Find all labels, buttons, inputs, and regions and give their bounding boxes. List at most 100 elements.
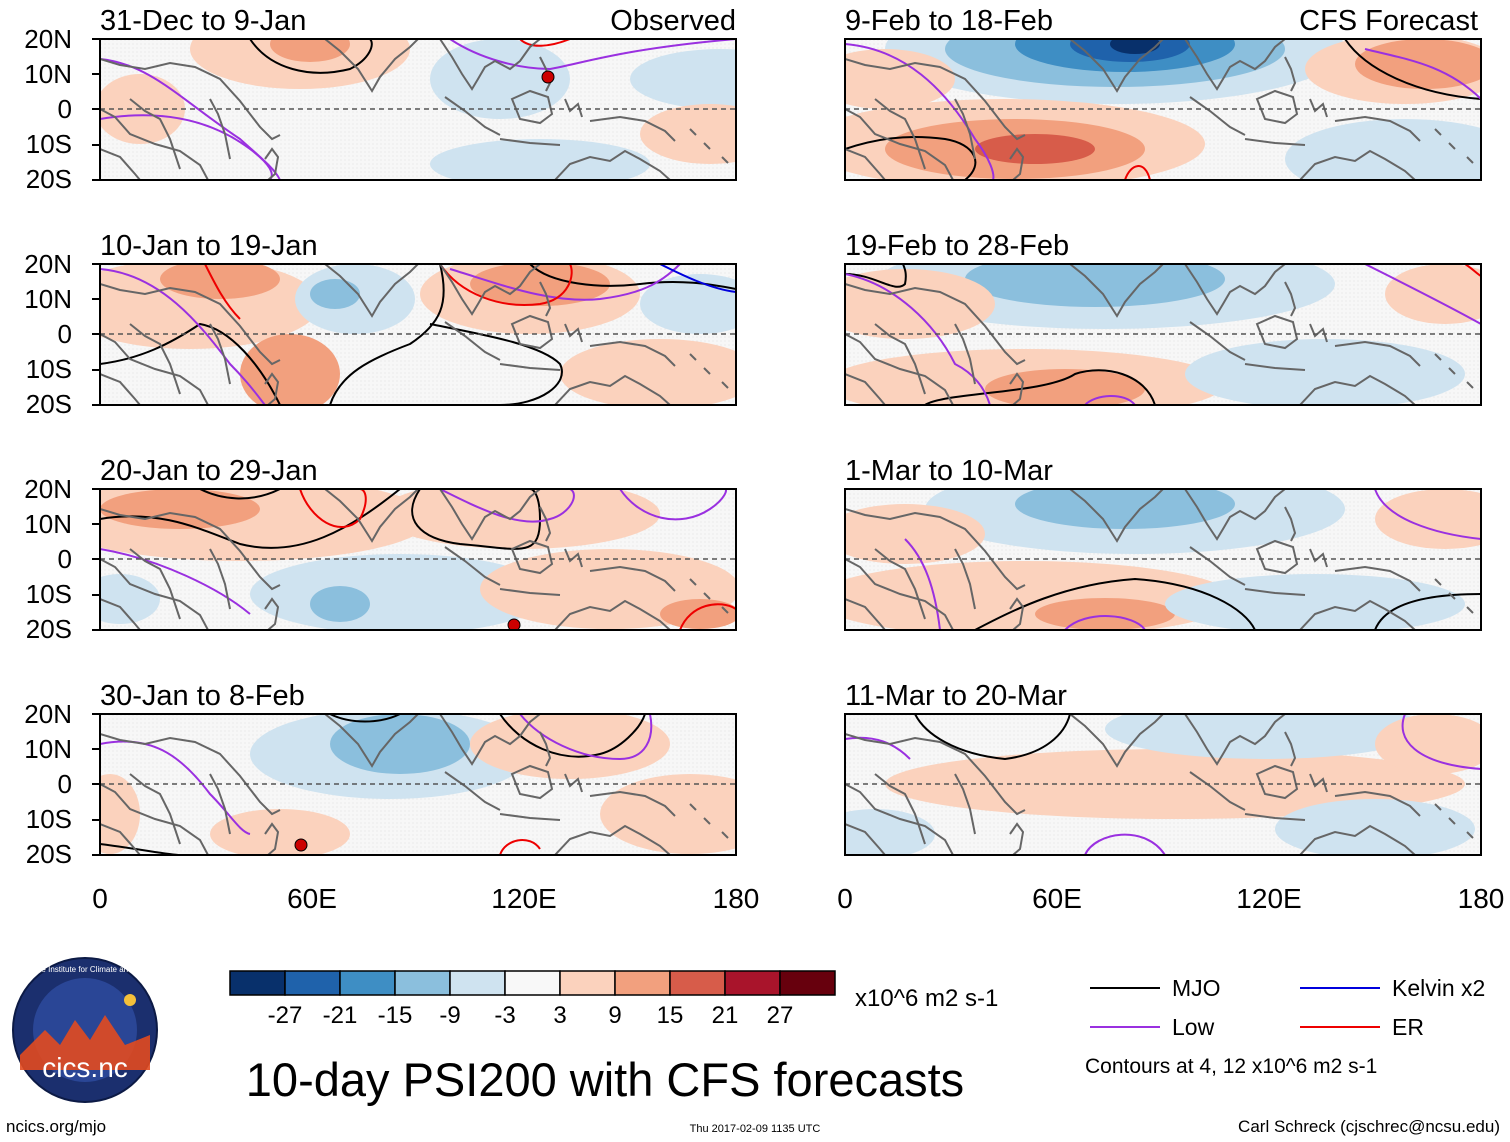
lon-tick: 0 (92, 883, 108, 914)
panel-observed-4 (99, 713, 737, 856)
low-contour (1364, 264, 1481, 325)
colorbar-swatch (724, 970, 781, 996)
lon-tick: 120E (1236, 883, 1301, 914)
colorbar-tick: 21 (712, 1002, 739, 1029)
lon-tick: 120E (491, 883, 556, 914)
lat-tick: 10S (26, 804, 72, 834)
positive-anomaly (1375, 489, 1481, 549)
colorbar-tick: -3 (494, 1002, 515, 1029)
low-contour (100, 548, 251, 615)
colorbar-swatch (559, 970, 616, 996)
positive-anomaly (210, 809, 350, 855)
low-contour (439, 489, 575, 523)
panel-title: 20-Jan to 29-Jan (100, 455, 318, 487)
lat-tick: 10S (26, 129, 72, 159)
low-contour (100, 268, 266, 405)
negative-anomaly (640, 274, 736, 334)
positive-anomaly (600, 774, 736, 854)
negative-anomaly (310, 279, 360, 309)
tick-marks (92, 38, 100, 856)
mjo-contour (845, 264, 907, 288)
mjo-contour (1374, 593, 1481, 630)
negative-anomaly (430, 39, 570, 119)
lat-tick: 10N (24, 59, 72, 89)
panel-observed-3 (99, 488, 737, 631)
er-contour (519, 39, 571, 47)
positive-anomaly (470, 264, 610, 306)
colorbar-swatch (779, 970, 836, 996)
panel-title: 31-Dec to 9-Jan (100, 5, 306, 37)
er-contour (1464, 264, 1481, 277)
positive-anomaly (1385, 264, 1481, 324)
footer-author: Carl Schreck (cjschrec@ncsu.edu) (1238, 1117, 1500, 1136)
panel-forecast-3 (844, 488, 1482, 631)
lat-tick: 0 (58, 769, 72, 799)
low-contour (1374, 489, 1481, 540)
forecast-label: CFS Forecast (1299, 5, 1478, 37)
negative-anomaly (430, 139, 650, 180)
positive-anomaly (660, 599, 736, 629)
lat-tick: 20N (24, 474, 72, 504)
footer-timestamp: Thu 2017-02-09 1135 UTC (690, 1123, 821, 1135)
colorbar-swatch (284, 970, 341, 996)
negative-anomaly (1185, 339, 1465, 405)
colorbar-tick: 3 (553, 1002, 566, 1029)
positive-anomaly (470, 714, 670, 779)
mjo-contour (199, 489, 281, 500)
colorbar (229, 970, 836, 996)
mjo-contour (329, 714, 401, 723)
panel-forecast-4 (844, 713, 1482, 856)
colorbar-tick: 15 (657, 1002, 684, 1029)
lon-tick: 0 (837, 883, 853, 914)
lat-tick: 20N (24, 24, 72, 54)
lat-tick: 10N (24, 284, 72, 314)
panel-title: 10-Jan to 19-Jan (100, 230, 318, 262)
low-contour (1364, 48, 1481, 100)
panel-observed-2 (99, 263, 737, 406)
mjo-contour (429, 323, 563, 405)
mjo-contour (329, 264, 445, 405)
negative-anomaly (100, 574, 160, 624)
low-contour (845, 43, 995, 180)
lat-tick: 10N (24, 509, 72, 539)
lat-tick: 0 (58, 94, 72, 124)
colorbar-swatch (504, 970, 561, 996)
panel-frame (844, 488, 1482, 631)
low-contour (449, 264, 681, 301)
lat-tick: 20N (24, 249, 72, 279)
positive-anomaly (885, 749, 1465, 819)
positive-anomaly (845, 49, 955, 109)
kelvin-contour (659, 264, 736, 293)
colorbar-swatch (229, 970, 286, 996)
tropical-cyclone-marker (507, 618, 521, 630)
positive-anomaly (640, 104, 736, 164)
lon-tick: 60E (287, 883, 337, 914)
low-contour (100, 114, 273, 180)
low-contour (904, 538, 941, 630)
mjo-contour (529, 264, 736, 290)
low-contour (1084, 395, 1136, 405)
positive-anomaly (240, 334, 340, 405)
panel-title: 11-Mar to 20-Mar (845, 680, 1067, 712)
lon-tick: 180 (1458, 883, 1505, 914)
panel-title: 19-Feb to 28-Feb (845, 230, 1069, 262)
legend-label: MJO (1172, 975, 1221, 1001)
negative-anomaly (330, 714, 470, 774)
positive-anomaly (1375, 714, 1481, 774)
negative-anomaly (845, 809, 935, 855)
colorbar-tick: -9 (439, 1002, 460, 1029)
negative-anomaly (1110, 39, 1160, 54)
lat-tick: 0 (58, 544, 72, 574)
panel-observed-1 (99, 38, 737, 181)
low-contour (1084, 833, 1166, 855)
positive-anomaly (100, 774, 140, 854)
low-contour (619, 489, 728, 521)
lat-tick: 10S (26, 354, 72, 384)
er-contour (299, 489, 367, 529)
er-contour (1124, 165, 1151, 180)
tropical-cyclone-marker (541, 70, 555, 84)
mjo-contour (1344, 39, 1481, 100)
lon-tick: 180 (713, 883, 760, 914)
mjo-contour (974, 577, 1256, 630)
